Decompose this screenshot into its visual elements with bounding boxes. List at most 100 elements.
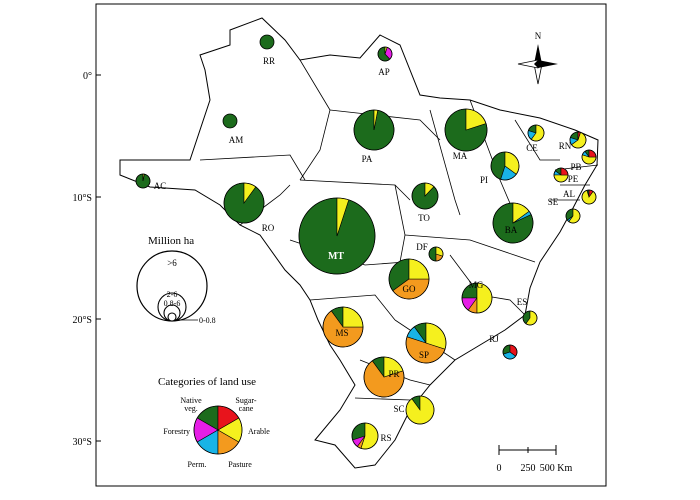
legend-label-forestry: Forestry <box>163 427 190 436</box>
legend-label-sugar-2: cane <box>239 404 254 413</box>
pie-ms-outline <box>322 306 364 348</box>
pie-ma-outline <box>444 108 488 152</box>
pie-ma <box>444 108 488 152</box>
pie-ac-outline <box>135 173 151 189</box>
pie-go-outline <box>388 258 430 300</box>
pie-pa-outline <box>353 109 395 151</box>
pie-sc-outline <box>405 395 435 425</box>
category-legend: Categories of land use Native veg. Sugar… <box>158 376 270 469</box>
state-label-pb: PB <box>570 162 581 172</box>
state-label-pa: PA <box>362 154 373 164</box>
pie-ce <box>527 124 545 142</box>
pie-al <box>581 189 597 205</box>
pie-to <box>411 182 439 210</box>
legend-label-perm: Perm. <box>188 460 207 469</box>
scale-label-250: 250 <box>521 463 536 474</box>
size-legend: Million ha >6 2-6 0.8-6 0-0.8 <box>136 235 216 325</box>
state-label-rs: RS <box>380 433 391 443</box>
pie-rs <box>351 422 379 450</box>
size-legend-title: Million ha <box>148 235 194 247</box>
pie-rs-outline <box>351 422 379 450</box>
pie-ba <box>492 202 534 244</box>
lat-axis <box>96 74 101 442</box>
lat-label-30s: 30°S <box>72 437 92 448</box>
category-legend-pie <box>193 405 243 455</box>
pie-rr <box>259 34 275 50</box>
pie-pi-outline <box>490 151 520 181</box>
size-legend-class-4: 0-0.8 <box>199 316 216 325</box>
state-label-mt: MT <box>328 251 344 262</box>
north-label: N <box>535 31 542 41</box>
legend-pie-outline <box>193 405 243 455</box>
pie-mt-outline <box>298 197 376 275</box>
legend-label-arable: Arable <box>248 427 270 436</box>
state-label-to: TO <box>418 213 430 223</box>
pie-ap-outline <box>377 46 393 62</box>
pie-ro-outline <box>223 182 265 224</box>
north-arrow-icon <box>517 44 558 85</box>
state-label-ac: AC <box>154 181 167 191</box>
pie-es <box>522 310 538 326</box>
state-label-go: GO <box>403 284 416 294</box>
state-label-ma: MA <box>453 151 468 161</box>
pie-mg-outline <box>461 282 493 314</box>
state-label-pe: PE <box>568 174 579 184</box>
pie-ac <box>135 173 151 189</box>
state-label-rr: RR <box>263 56 275 66</box>
state-label-se: SE <box>548 197 559 207</box>
state-label-sc: SC <box>393 404 404 414</box>
pie-ms <box>322 306 364 348</box>
pie-pa <box>353 109 395 151</box>
pie-es-outline <box>522 310 538 326</box>
pie-pe <box>553 167 569 183</box>
state-label-ro: RO <box>262 223 275 233</box>
state-label-es: ES <box>517 297 528 307</box>
legend-label-pasture: Pasture <box>228 460 252 469</box>
state-label-mg: MG <box>469 280 484 290</box>
pie-pb <box>581 149 597 165</box>
state-label-am: AM <box>229 135 244 145</box>
state-label-ms: MS <box>335 328 348 338</box>
legend-label-native-1: Native <box>180 396 202 405</box>
pie-rn-outline <box>569 131 587 149</box>
size-legend-class-3: 0.8-6 <box>164 299 181 308</box>
lat-label-0: 0° <box>83 71 92 82</box>
state-label-df: DF <box>416 242 428 252</box>
pie-mt <box>298 197 376 275</box>
lat-label-10s: 10°S <box>72 193 92 204</box>
pie-df-outline <box>428 246 444 262</box>
scale-bar <box>498 445 557 455</box>
state-label-ba: BA <box>505 225 518 235</box>
pie-rj <box>502 344 518 360</box>
legend-label-sugar-1: Sugar- <box>235 396 257 405</box>
pie-ro <box>223 182 265 224</box>
size-legend-circle-tiny <box>167 312 177 322</box>
size-legend-class-1: >6 <box>167 258 177 268</box>
pie-mg <box>461 282 493 314</box>
pie-al-outline <box>581 189 597 205</box>
state-labels: RR AP AM PA AC MA CE RN PI PB PE AL SE RO TO BA MT DF GO MG… <box>154 56 582 443</box>
state-label-pi: PI <box>480 175 488 185</box>
size-legend-class-2: 2-6 <box>167 290 178 299</box>
category-legend-title: Categories of land use <box>158 376 256 388</box>
pie-se-outline <box>565 208 581 224</box>
pie-sp <box>405 322 447 364</box>
pie-pb-outline <box>581 149 597 165</box>
legend-pie <box>193 405 243 455</box>
pie-rr-slice-native <box>259 34 275 50</box>
pie-ba-outline <box>492 202 534 244</box>
lat-label-20s: 20°S <box>72 315 92 326</box>
state-label-rn: RN <box>559 141 572 151</box>
pie-ce-outline <box>527 124 545 142</box>
pie-df <box>428 246 444 262</box>
pie-se <box>565 208 581 224</box>
pie-go <box>388 258 430 300</box>
state-label-ce: CE <box>526 143 538 153</box>
pie-pe-outline <box>553 167 569 183</box>
state-label-sp: SP <box>419 350 429 360</box>
pie-sc <box>405 395 435 425</box>
state-label-al: AL <box>563 189 575 199</box>
pie-rn <box>569 131 587 149</box>
pie-ap <box>377 46 393 62</box>
